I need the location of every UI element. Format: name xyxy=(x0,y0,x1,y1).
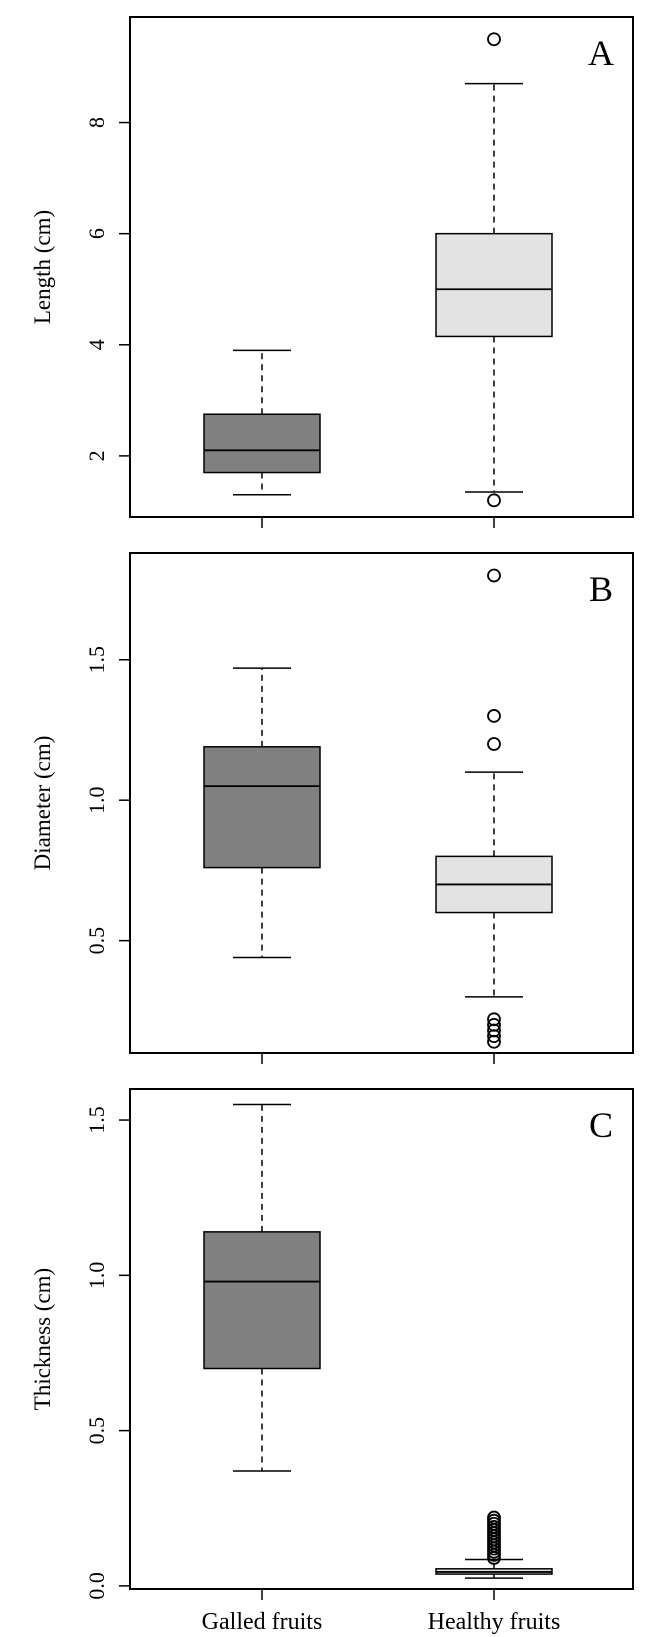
panel-label-a: A xyxy=(588,33,614,73)
panel-c: C 0.0 0.5 1.0 1.5 Thickness (cm) xyxy=(30,1088,634,1600)
outlier-point-healthy-c xyxy=(487,1551,501,1565)
plot-frame-b xyxy=(129,552,634,1054)
panel-label-b: B xyxy=(589,569,613,609)
plot-frame-c xyxy=(129,1088,634,1590)
panel-a: A 2 4 6 8 Length (cm) xyxy=(30,16,634,528)
outlier-point-healthy-b xyxy=(487,709,501,723)
outlier-point-healthy-b xyxy=(487,1029,501,1044)
y-axis-title-b: Diameter (cm) xyxy=(30,736,55,871)
y-axis-title-a: Length (cm) xyxy=(30,210,55,324)
outlier-point-healthy-b xyxy=(487,1034,501,1049)
box-healthy-a xyxy=(435,232,553,338)
outlier-point-healthy-a xyxy=(487,32,501,47)
y-tick-label-c: 0.5 xyxy=(84,1417,109,1445)
y-tick-label-a: 8 xyxy=(84,117,109,128)
outlier-point-healthy-b xyxy=(487,737,501,751)
outlier-point-healthy-a xyxy=(487,493,501,508)
y-tick-label-a: 2 xyxy=(84,450,109,461)
y-tick-label-b: 1.5 xyxy=(84,646,109,674)
y-tick-label-c: 1.5 xyxy=(84,1106,109,1134)
y-tick-label-a: 6 xyxy=(84,228,109,239)
y-tick-label-c: 1.0 xyxy=(84,1262,109,1290)
x-category-label-galled: Galled fruits xyxy=(202,1609,323,1635)
x-category-label-healthy: Healthy fruits xyxy=(428,1609,561,1635)
x-category-labels: Galled fruits Healthy fruits xyxy=(202,1609,561,1635)
box-galled-b xyxy=(203,746,321,869)
y-tick-label-b: 0.5 xyxy=(84,927,109,955)
box-galled-a xyxy=(203,413,321,474)
y-tick-label-c: 0.0 xyxy=(84,1572,109,1600)
box-galled-c xyxy=(203,1231,321,1370)
y-tick-label-b: 1.0 xyxy=(84,786,109,814)
y-tick-label-a: 4 xyxy=(84,339,109,350)
panel-label-c: C xyxy=(589,1105,613,1145)
outlier-point-healthy-b xyxy=(487,568,501,583)
y-axis-title-c: Thickness (cm) xyxy=(30,1268,55,1410)
panels-group: A 2 4 6 8 Length (cm) B 0.5 1.0 1.5 Diameter (cm) C… xyxy=(30,16,634,1600)
plot-frame-a xyxy=(129,16,634,518)
panel-b: B 0.5 1.0 1.5 Diameter (cm) xyxy=(30,552,634,1064)
